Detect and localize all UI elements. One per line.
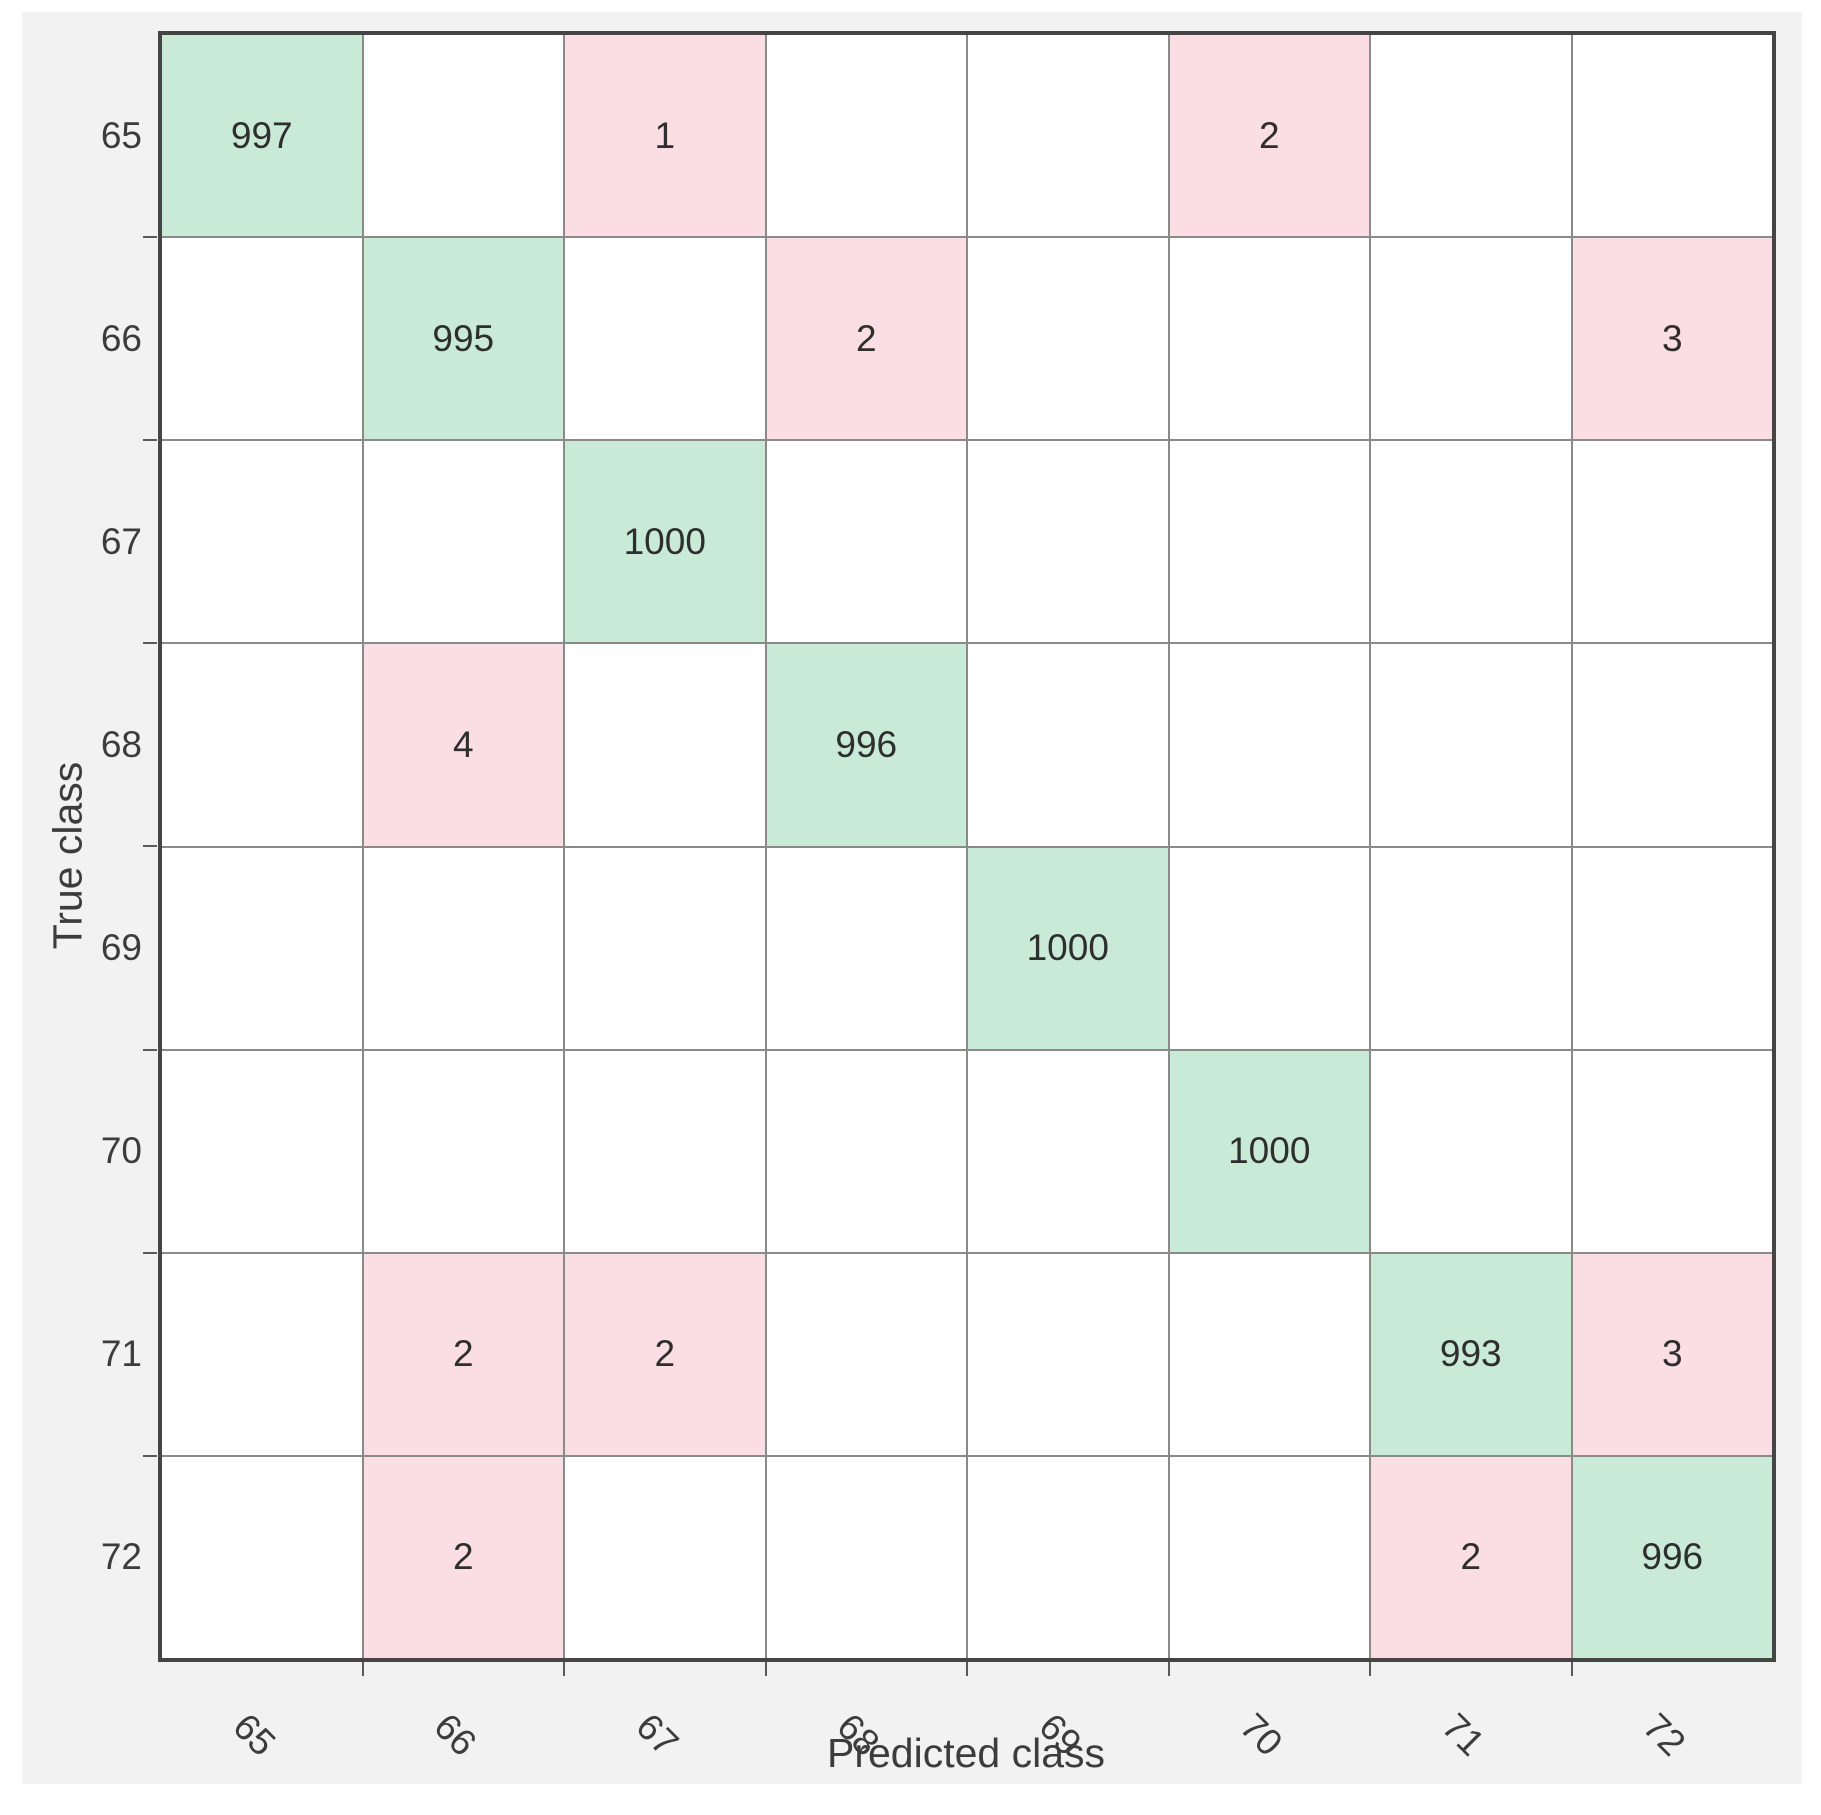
cell-true-68-pred-68: 996 bbox=[766, 644, 966, 846]
cell-true-70-pred-70: 1000 bbox=[1169, 1050, 1369, 1252]
x-axis-tick-mark bbox=[966, 1662, 968, 1676]
cell-true-71-pred-65 bbox=[162, 1253, 362, 1455]
cell-true-67-pred-69 bbox=[968, 441, 1168, 643]
y-axis-tick-mark bbox=[143, 642, 157, 645]
cell-true-66-pred-66: 995 bbox=[363, 238, 563, 440]
cell-true-69-pred-66 bbox=[363, 847, 563, 1049]
y-tick-label-71: 71 bbox=[100, 1333, 142, 1375]
cell-true-68-pred-65 bbox=[162, 644, 362, 846]
cell-true-67-pred-65 bbox=[162, 441, 362, 643]
cell-true-65-pred-66 bbox=[363, 35, 563, 237]
cell-true-66-pred-72: 3 bbox=[1572, 238, 1772, 440]
cell-true-71-pred-68 bbox=[766, 1253, 966, 1455]
cell-true-70-pred-66 bbox=[363, 1050, 563, 1252]
cell-true-70-pred-71 bbox=[1371, 1050, 1571, 1252]
x-axis-title: Predicted class bbox=[826, 1730, 1105, 1776]
cell-true-67-pred-66 bbox=[363, 441, 563, 643]
y-tick-label-69: 69 bbox=[100, 926, 142, 968]
cell-true-69-pred-68 bbox=[766, 847, 966, 1049]
cell-true-68-pred-66: 4 bbox=[363, 644, 563, 846]
cell-true-71-pred-69 bbox=[968, 1253, 1168, 1455]
cell-true-72-pred-72: 996 bbox=[1572, 1456, 1772, 1658]
y-tick-label-67: 67 bbox=[100, 520, 142, 562]
cell-true-69-pred-71 bbox=[1371, 847, 1571, 1049]
cell-true-72-pred-71: 2 bbox=[1371, 1456, 1571, 1658]
cell-true-66-pred-71 bbox=[1371, 238, 1571, 440]
cell-true-71-pred-66: 2 bbox=[363, 1253, 563, 1455]
cell-true-67-pred-70 bbox=[1169, 441, 1369, 643]
y-axis-tick-mark bbox=[143, 845, 157, 848]
y-axis-title: True class bbox=[44, 761, 91, 950]
cell-true-66-pred-67 bbox=[565, 238, 765, 440]
y-axis-tick-mark bbox=[143, 236, 157, 239]
cell-true-69-pred-70 bbox=[1169, 847, 1369, 1049]
y-tick-label-72: 72 bbox=[100, 1536, 142, 1578]
x-axis-tick-mark bbox=[1570, 1662, 1573, 1676]
cell-true-68-pred-70 bbox=[1169, 644, 1369, 846]
cell-true-65-pred-70: 2 bbox=[1169, 35, 1369, 237]
cell-true-70-pred-65 bbox=[162, 1050, 362, 1252]
y-axis-tick-mark bbox=[143, 1454, 157, 1457]
cell-true-67-pred-67: 1000 bbox=[565, 441, 765, 643]
cell-true-70-pred-69 bbox=[968, 1050, 1168, 1252]
cell-true-69-pred-69: 1000 bbox=[968, 847, 1168, 1049]
y-tick-label-70: 70 bbox=[100, 1130, 142, 1171]
cell-true-68-pred-67 bbox=[565, 644, 765, 846]
x-axis-tick-mark bbox=[764, 1662, 767, 1676]
cell-true-67-pred-72 bbox=[1572, 441, 1772, 643]
x-axis-tick-mark bbox=[361, 1662, 364, 1676]
cell-true-71-pred-72: 3 bbox=[1572, 1253, 1772, 1455]
cell-true-67-pred-68 bbox=[766, 441, 966, 643]
cell-true-65-pred-68 bbox=[766, 35, 966, 237]
cell-true-65-pred-67: 1 bbox=[565, 35, 765, 237]
cell-true-71-pred-71: 993 bbox=[1371, 1253, 1571, 1455]
cell-true-68-pred-69 bbox=[968, 644, 1168, 846]
cell-true-72-pred-68 bbox=[766, 1456, 966, 1658]
cell-true-70-pred-68 bbox=[766, 1050, 966, 1252]
cell-true-66-pred-70 bbox=[1169, 238, 1369, 440]
cell-true-70-pred-72 bbox=[1572, 1050, 1772, 1252]
cell-true-66-pred-69 bbox=[968, 238, 1168, 440]
y-axis-tick-mark bbox=[143, 1048, 157, 1051]
cell-true-69-pred-65 bbox=[162, 847, 362, 1049]
y-tick-label-68: 68 bbox=[100, 723, 142, 765]
x-axis-tick-mark bbox=[1167, 1662, 1170, 1676]
cell-true-67-pred-71 bbox=[1371, 441, 1571, 643]
cell-true-65-pred-69 bbox=[968, 35, 1168, 237]
cell-true-69-pred-72 bbox=[1572, 847, 1772, 1049]
cell-true-65-pred-65: 997 bbox=[162, 35, 362, 237]
cell-true-72-pred-65 bbox=[162, 1456, 362, 1658]
y-axis-tick-mark bbox=[143, 1251, 157, 1254]
cell-true-65-pred-72 bbox=[1572, 35, 1772, 237]
cell-true-69-pred-67 bbox=[565, 847, 765, 1049]
y-tick-label-66: 66 bbox=[100, 317, 142, 359]
cell-true-71-pred-67: 2 bbox=[565, 1253, 765, 1455]
cell-true-72-pred-70 bbox=[1169, 1456, 1369, 1658]
x-axis-tick-mark bbox=[563, 1662, 565, 1676]
y-axis-tick-mark bbox=[143, 439, 157, 442]
x-axis-tick-mark bbox=[1369, 1662, 1371, 1676]
cell-true-66-pred-65 bbox=[162, 238, 362, 440]
cell-true-66-pred-68: 2 bbox=[766, 238, 966, 440]
cell-true-72-pred-67 bbox=[565, 1456, 765, 1658]
cell-true-71-pred-70 bbox=[1169, 1253, 1369, 1455]
cell-true-72-pred-69 bbox=[968, 1456, 1168, 1658]
cell-true-72-pred-66: 2 bbox=[363, 1456, 563, 1658]
cell-true-65-pred-71 bbox=[1371, 35, 1571, 237]
y-tick-label-65: 65 bbox=[100, 114, 142, 156]
cell-true-70-pred-67 bbox=[565, 1050, 765, 1252]
confusion-matrix-grid: 997 1 2 995 2 3 1000 4 996 1000 1000 2 2 993 3 2 2 996 bbox=[158, 31, 1776, 1662]
cell-true-68-pred-71 bbox=[1371, 644, 1571, 846]
cell-true-68-pred-72 bbox=[1572, 644, 1772, 846]
